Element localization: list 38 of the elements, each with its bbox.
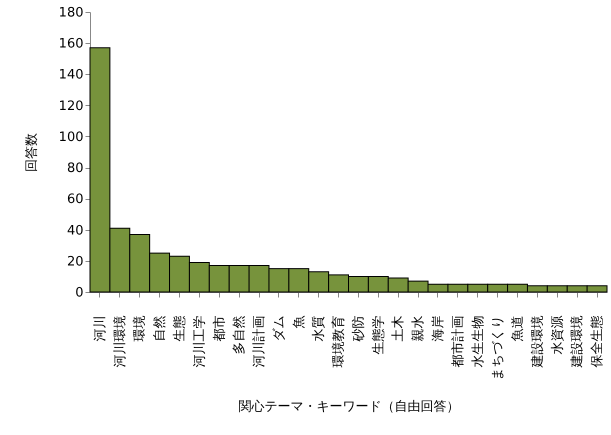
y-tick-label: 0 [75, 286, 84, 300]
x-tick-label: 砂防 [351, 316, 366, 342]
x-tick-label: 河川工学 [192, 316, 208, 368]
y-tick-label: 80 [66, 161, 84, 176]
x-tick-label: 環境教育 [330, 316, 347, 368]
x-tick-label: 魚 [292, 316, 307, 328]
x-tick-label: 生態学 [371, 316, 386, 354]
x-tick-label: 建設環境 [569, 316, 586, 368]
x-tick-label: 河川 [92, 316, 108, 342]
x-tick-label: 水資源 [550, 316, 566, 354]
y-tick-label: 120 [58, 98, 84, 114]
x-tick-label: 多自然 [232, 316, 248, 354]
x-tick-label: 環境 [132, 316, 148, 342]
y-tick-label: 180 [58, 6, 84, 20]
x-tick-label: 水質 [312, 316, 327, 342]
x-tick-label: 海岸 [430, 316, 446, 342]
x-tick-label: 河川計画 [252, 316, 268, 368]
x-tick-label: 建設環境 [529, 316, 546, 368]
y-tick-label: 60 [66, 192, 84, 208]
y-tick-label: 20 [66, 254, 84, 270]
x-tick-label: 自然 [152, 316, 168, 342]
x-tick-label: 保全生態 [590, 316, 606, 368]
y-tick-label: 140 [58, 68, 84, 83]
x-axis-title: 関心テーマ・キーワード（自由回答） [238, 398, 460, 414]
y-tick-label: 100 [58, 130, 84, 145]
x-tick-label: ダム [272, 316, 287, 342]
y-tick-label: 160 [58, 36, 84, 52]
x-tick-label: 都市 [212, 316, 228, 342]
x-tick-label: 生態 [172, 316, 188, 342]
x-tick-label: 魚道 [510, 316, 526, 342]
x-tick-label: まちづくり [490, 316, 506, 380]
y-axis-title: 回答数 [24, 133, 40, 172]
x-tick-label: 土木 [391, 316, 406, 342]
y-tick-label: 40 [66, 223, 84, 238]
x-tick-label: 都市計画 [450, 316, 466, 368]
x-tick-label: 水生生物 [470, 316, 486, 368]
x-tick-label: 河川環境 [112, 316, 128, 368]
x-tick-label: 親水 [411, 316, 426, 342]
